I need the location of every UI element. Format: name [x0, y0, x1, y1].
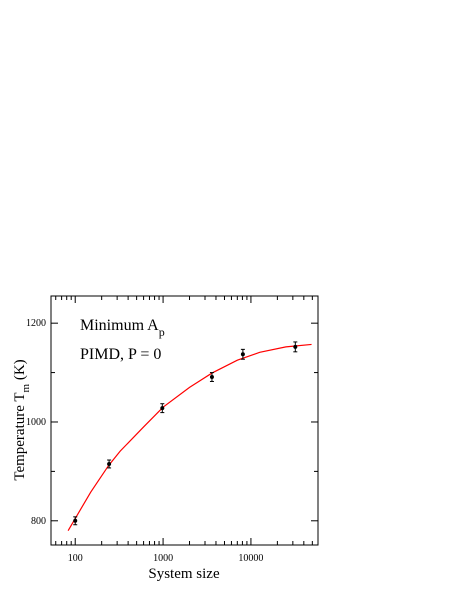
point — [73, 518, 78, 523]
point — [160, 406, 165, 411]
y-label-text: Temperature T — [12, 392, 28, 480]
x-tick-label: 100 — [68, 553, 83, 564]
point — [240, 352, 245, 357]
annotation: Minimum Ap — [80, 317, 165, 339]
y-label-sub: m — [20, 383, 32, 392]
x-tick-label: 10000 — [238, 553, 263, 564]
y-tick-label: 1000 — [26, 417, 46, 428]
y-label-unit: (K) — [12, 359, 28, 384]
annotation-sub: p — [159, 325, 165, 339]
y-axis-label: Temperature Tm (K) — [12, 359, 32, 480]
plot-frame — [50, 295, 319, 546]
x-tick-label: 1000 — [153, 553, 173, 564]
annotation: PIMD, P = 0 — [80, 346, 161, 363]
x-axis-label: System size — [148, 566, 220, 582]
y-tick-label: 1200 — [26, 318, 46, 329]
point — [293, 344, 298, 349]
point — [107, 461, 112, 466]
annotation-text: Minimum A — [80, 317, 159, 334]
point — [209, 375, 214, 380]
fit-line — [67, 343, 312, 531]
y-tick-label: 800 — [31, 516, 46, 527]
